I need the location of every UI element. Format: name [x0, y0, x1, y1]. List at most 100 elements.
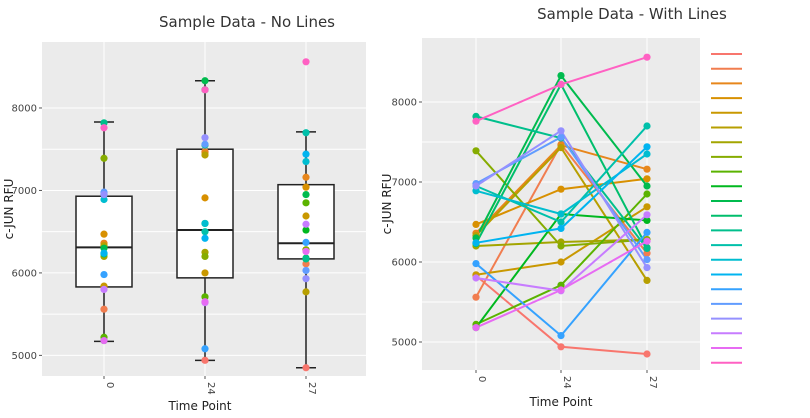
data-point — [557, 343, 565, 351]
data-point — [643, 122, 651, 130]
data-point — [472, 182, 480, 190]
data-point — [472, 239, 480, 247]
x-tick-label: 0 — [104, 382, 115, 388]
data-point — [201, 252, 209, 261]
data-point — [201, 298, 209, 306]
data-point — [557, 72, 565, 80]
x-tick-label: 27 — [647, 376, 658, 389]
data-point — [201, 151, 209, 159]
data-point — [557, 80, 565, 88]
data-point — [100, 124, 108, 132]
left-x-axis-title: Time Point — [168, 399, 232, 413]
data-point — [201, 194, 209, 202]
x-tick-label: 24 — [205, 382, 216, 395]
data-point — [201, 219, 209, 228]
x-tick-label: 24 — [561, 376, 572, 389]
data-point — [100, 190, 108, 199]
left-chart-title: Sample Data - No Lines — [159, 13, 335, 31]
data-point — [302, 364, 310, 372]
data-point — [201, 234, 209, 242]
right-x-axis-title: Time Point — [529, 395, 593, 409]
data-point — [302, 255, 310, 263]
y-tick-label: 6000 — [392, 258, 417, 269]
right-x-axis: 0 24 27 — [475, 370, 658, 389]
data-point — [472, 274, 480, 282]
data-point — [302, 220, 310, 228]
left-points — [100, 58, 310, 372]
data-point — [643, 216, 651, 224]
data-point — [472, 293, 480, 301]
data-point — [302, 275, 310, 283]
data-point — [472, 220, 480, 228]
y-tick-label: 5000 — [392, 338, 417, 349]
data-point — [643, 350, 651, 358]
y-tick-label: 7000 — [12, 186, 37, 197]
data-point — [100, 249, 108, 257]
data-point — [302, 199, 310, 207]
data-point — [643, 182, 651, 190]
data-point — [557, 185, 565, 193]
data-point — [302, 266, 310, 275]
box-chart: Sample Data - No Lines 5000600070008000 … — [2, 13, 366, 413]
data-point — [302, 238, 310, 246]
x-tick-label: 27 — [306, 382, 317, 395]
right-chart-title: Sample Data - With Lines — [537, 5, 727, 23]
data-point — [201, 140, 209, 148]
data-point — [302, 183, 310, 191]
data-point — [302, 129, 310, 137]
data-point — [643, 256, 651, 264]
data-point — [100, 336, 108, 345]
data-point — [302, 260, 310, 268]
data-point — [100, 154, 108, 162]
data-point — [557, 286, 565, 294]
data-point — [201, 356, 209, 364]
data-point — [643, 276, 651, 284]
data-point — [302, 212, 310, 220]
data-point — [643, 53, 651, 61]
data-point — [643, 190, 651, 198]
left-x-axis: 0 24 27 — [103, 376, 317, 395]
right-points — [472, 53, 651, 358]
data-point — [302, 150, 310, 158]
data-point — [302, 157, 310, 166]
data-point — [643, 165, 651, 173]
data-point — [643, 150, 651, 158]
data-point — [557, 144, 565, 152]
data-point — [472, 117, 480, 125]
data-point — [557, 258, 565, 266]
data-point — [100, 244, 108, 252]
data-point — [201, 86, 209, 94]
line-chart: Sample Data - With Lines 5000 6000 7000 800… — [380, 5, 727, 409]
data-point — [100, 285, 108, 294]
data-point — [643, 228, 651, 236]
left-y-axis: 5000 6000 7000 8000 — [12, 103, 42, 362]
y-tick-label: 7000 — [392, 178, 417, 189]
data-point — [302, 288, 310, 296]
data-point — [100, 270, 108, 279]
y-tick-label: 5000 — [12, 351, 37, 362]
data-point — [302, 226, 310, 234]
right-y-axis-title: c-JUN RFU — [380, 174, 394, 235]
data-point — [557, 133, 565, 141]
y-tick-label: 8000 — [12, 103, 37, 114]
data-point — [100, 305, 108, 313]
data-point — [557, 127, 565, 135]
left-y-axis-title: c-JUN RFU — [2, 179, 16, 240]
data-point — [472, 260, 480, 268]
y-tick-label: 6000 — [12, 268, 37, 279]
data-point — [100, 230, 108, 238]
data-point — [201, 134, 209, 142]
data-point — [643, 244, 651, 252]
data-point — [557, 224, 565, 232]
data-point — [201, 269, 209, 277]
data-point — [643, 237, 651, 245]
legend — [711, 53, 742, 364]
data-point — [201, 293, 209, 301]
data-point — [472, 324, 480, 332]
data-point — [557, 218, 565, 226]
data-point — [643, 203, 651, 211]
data-point — [302, 247, 310, 256]
x-tick-label: 0 — [476, 376, 487, 382]
right-y-axis: 5000 6000 7000 8000 — [392, 98, 422, 349]
